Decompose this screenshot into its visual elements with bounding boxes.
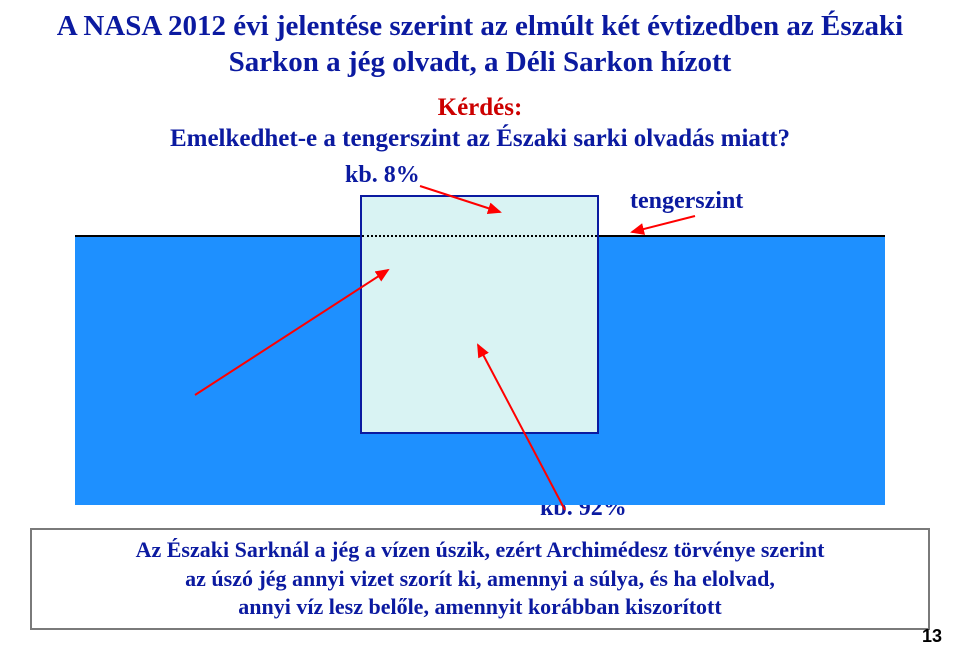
question-prefix: Kérdés: bbox=[438, 94, 523, 121]
result-line3: annyi víz lesz belőle, amennyit korábban… bbox=[238, 594, 721, 619]
question-block: Kérdés: Emelkedhet-e a tengerszint az És… bbox=[30, 92, 930, 155]
diagram-iceberg bbox=[360, 195, 599, 434]
result-line2: az úszó jég annyi vizet szorít ki, amenn… bbox=[185, 566, 775, 591]
result-box: Az Északi Sarknál a jég a vízen úszik, e… bbox=[30, 528, 930, 630]
page-title: A NASA 2012 évi jelentése szerint az elm… bbox=[30, 8, 930, 81]
result-line1: Az Északi Sarknál a jég a vízen úszik, e… bbox=[136, 537, 825, 562]
page-number: 13 bbox=[922, 626, 942, 647]
diagram-dashed-sealine bbox=[362, 235, 597, 237]
diagram-waterline-right bbox=[599, 235, 885, 237]
question-body: Emelkedhet-e a tengerszint az Északi sar… bbox=[170, 125, 790, 152]
diagram-waterline-left bbox=[75, 235, 360, 237]
iceberg-diagram bbox=[75, 175, 885, 505]
page: A NASA 2012 évi jelentése szerint az elm… bbox=[0, 0, 960, 657]
